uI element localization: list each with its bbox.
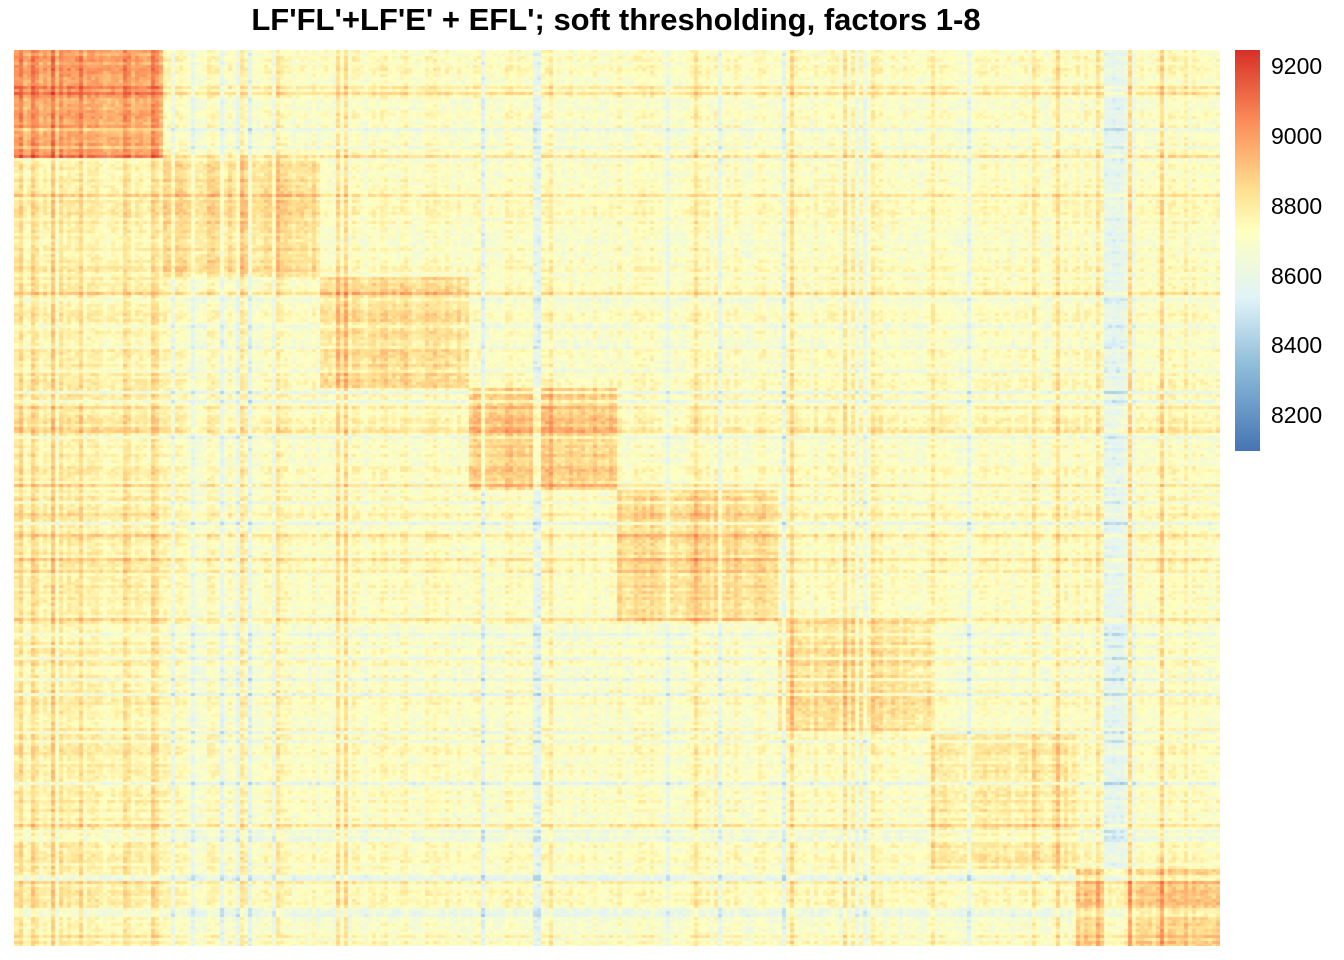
chart-title: LF'FL'+LF'E' + EFL'; soft thresholding, … bbox=[251, 2, 981, 37]
heatmap-grid bbox=[14, 50, 1220, 946]
color-legend-bar bbox=[1235, 50, 1260, 451]
legend-tick-label: 8200 bbox=[1271, 402, 1323, 429]
legend-tick-label: 9000 bbox=[1271, 123, 1323, 150]
legend-tick-label: 8800 bbox=[1271, 192, 1323, 219]
legend-tick-label: 8600 bbox=[1271, 262, 1323, 289]
legend-tick-label: 9200 bbox=[1271, 53, 1323, 80]
legend-tick-label: 8400 bbox=[1271, 332, 1323, 359]
